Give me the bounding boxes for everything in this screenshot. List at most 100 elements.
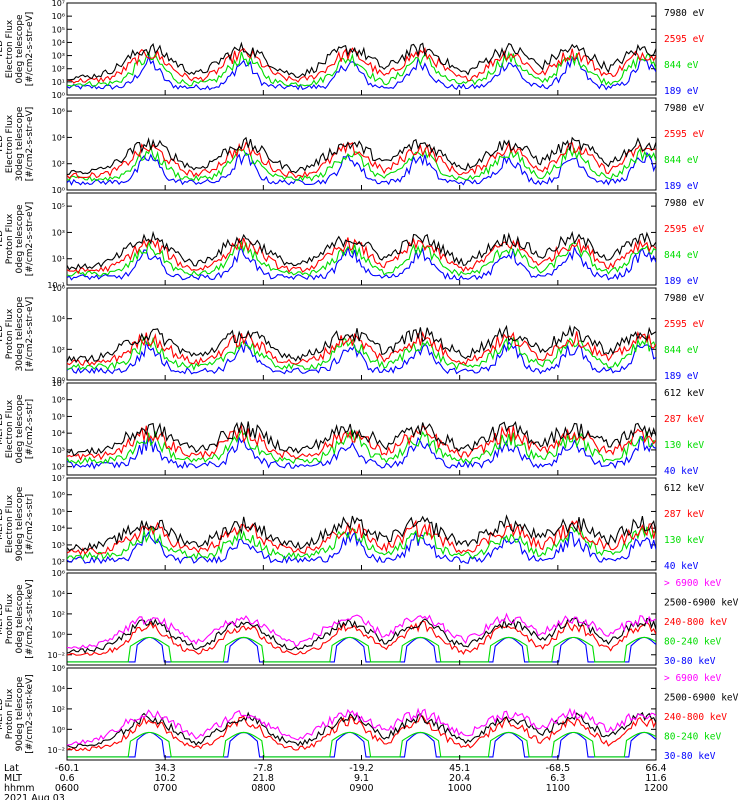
legend-entry: 287 keV <box>664 509 704 520</box>
y-tick-label: 10⁶ <box>52 491 65 500</box>
y-tick-label: 10² <box>52 160 65 169</box>
legend-entry: 7980 eV <box>664 8 704 19</box>
panel-3: 10⁻¹ 10¹ 10³ 10⁵ TEDProton Flux0deg telescop… <box>0 192 704 290</box>
x-tick-label-lat: 45.1 <box>449 763 470 774</box>
legend-entry: 7980 eV <box>664 103 704 114</box>
series-line-2500-6900-kev <box>67 711 656 749</box>
x-tick-label-hhmm: 1000 <box>448 783 472 794</box>
panel-5: 10² 10³ 10⁴ 10⁵ 10⁶ 10⁷ MEPEDElectron Flux0deg… <box>0 379 704 477</box>
y-tick-label: 10⁻² <box>47 746 65 755</box>
series-line-189-ev <box>67 151 656 186</box>
series-line--6900-kev <box>67 707 656 746</box>
y-axis-label: MEPEDProton Flux0deg telescope[#/cm2-s-s… <box>0 579 35 658</box>
panel-frame <box>66 2 657 96</box>
x-tick-label-lat: -68.5 <box>546 763 571 774</box>
y-tick-label: 10⁷ <box>52 379 65 388</box>
series-group <box>67 612 656 663</box>
y-tick-label: 10⁻¹ <box>47 281 65 290</box>
y-tick-label: 10⁵ <box>52 412 65 421</box>
y-tick-label: 10⁷ <box>52 474 65 483</box>
panel-1: 10⁰ 10¹ 10² 10³ 10⁴ 10⁵ 10⁶ 10⁷ TEDElectron Flux… <box>0 0 704 100</box>
x-tick-label-lat: -7.8 <box>254 763 273 774</box>
x-tick-label-mlt: 20.4 <box>449 773 470 784</box>
x-tick-label-mlt: 11.6 <box>645 773 666 784</box>
legend-entry: 844 eV <box>664 60 699 71</box>
y-tick-label: 10⁰ <box>52 630 65 639</box>
y-axis-label: TEDProton Flux30deg telescope[#/cm2-s-st… <box>0 296 35 371</box>
legend-entry: 189 eV <box>664 371 699 382</box>
x-tick-label-lat: -60.1 <box>55 763 80 774</box>
legend-entry: 2595 eV <box>664 129 704 140</box>
series-line-287-kev <box>67 424 656 461</box>
y-axis-label: TEDElectron Flux0deg telescope[#/cm2-s-s… <box>0 12 35 87</box>
series-group <box>67 324 656 375</box>
legend-entry: 7980 eV <box>664 198 704 209</box>
series-line-7980-ev <box>67 324 656 364</box>
series-line-844-ev <box>67 144 656 182</box>
y-axis-label: TEDProton Flux0deg telescope[#/cm2-s-str… <box>0 202 35 277</box>
legend-entry: 80-240 keV <box>664 732 721 743</box>
series-line-7980-ev <box>67 41 656 81</box>
series-line-612-kev <box>67 514 656 552</box>
legend-entry: 130 keV <box>664 535 704 546</box>
x-tick-label-mlt: 9.1 <box>354 773 369 784</box>
x-tick-label-mlt: 6.3 <box>550 773 565 784</box>
panel-6: 10² 10³ 10⁴ 10⁵ 10⁶ 10⁷ MEPEDElectron Flux90de… <box>0 474 704 572</box>
series-line-189-ev <box>67 54 656 91</box>
panel-8: 10⁻² 10⁰ 10² 10⁴ 10⁶ MEPEDProton Flux90deg te… <box>0 664 739 762</box>
y-tick-label: 10⁷ <box>52 0 65 8</box>
y-tick-label: 10⁴ <box>52 524 65 533</box>
y-tick-label: 10⁰ <box>52 725 65 734</box>
legend-entry: 240-800 keV <box>664 712 727 723</box>
y-tick-label: 10⁻² <box>47 651 65 660</box>
y-tick-label: 10⁵ <box>52 202 65 211</box>
series-line-40-kev <box>67 531 656 565</box>
y-tick-label: 10⁶ <box>52 12 65 21</box>
series-line-80-240-kev <box>67 731 656 758</box>
y-axis-label: TEDElectron Flux30deg telescope[#/cm2-s-… <box>0 106 35 181</box>
series-line-80-240-kev <box>67 636 656 663</box>
x-tick-label-hhmm: 1100 <box>546 783 570 794</box>
series-group <box>67 41 656 91</box>
x-tick-label-hhmm: 0600 <box>55 783 79 794</box>
legend-entry: 2500-6900 keV <box>664 598 739 609</box>
series-group <box>67 514 656 565</box>
legend-entry: 30-80 keV <box>664 751 716 762</box>
x-tick-label-mlt: 0.6 <box>59 773 74 784</box>
series-line-844-ev <box>67 239 656 277</box>
series-line--6900-kev <box>67 612 656 649</box>
y-tick-label: 10⁴ <box>52 315 65 324</box>
series-line-844-ev <box>67 50 656 87</box>
series-group <box>67 136 656 186</box>
series-line-2595-ev <box>67 330 656 367</box>
x-row-label: Lat <box>4 763 19 774</box>
y-axis-label: MEPEDElectron Flux90deg telescope[#/cm2-… <box>0 486 35 561</box>
x-tick-label-lat: 66.4 <box>645 763 666 774</box>
series-line-7980-ev <box>67 136 656 176</box>
legend-entry: 2500-6900 keV <box>664 693 739 704</box>
legend-entry: 2595 eV <box>664 224 704 235</box>
x-tick-label-hhmm: 0800 <box>251 783 275 794</box>
legend-entry: 2595 eV <box>664 319 704 330</box>
legend-entry: 844 eV <box>664 345 699 356</box>
legend-entry: 612 keV <box>664 388 704 399</box>
x-row-label: MLT <box>4 773 22 784</box>
legend-entry: > 6900 keV <box>664 578 721 589</box>
y-tick-label: 10¹ <box>52 255 65 264</box>
series-line-2500-6900-kev <box>67 617 656 654</box>
y-axis-label: MEPEDProton Flux90deg telescope[#/cm2-s-… <box>0 674 35 753</box>
panel-2: 10⁰ 10² 10⁴ 10⁶ TEDElectron Flux30deg telesc… <box>0 97 704 195</box>
legend-entry: 130 keV <box>664 440 704 451</box>
legend-entry: 189 eV <box>664 181 699 192</box>
legend-entry: 287 keV <box>664 414 704 425</box>
series-group <box>67 421 656 470</box>
legend-entry: 30-80 keV <box>664 656 716 667</box>
y-tick-label: 10⁰ <box>52 186 65 195</box>
legend-entry: 189 eV <box>664 276 699 287</box>
legend-entry: 80-240 keV <box>664 637 721 648</box>
y-tick-label: 10⁵ <box>52 507 65 516</box>
panel-4: 10⁰ 10² 10⁴ 10⁶ TEDProton Flux30deg telescop… <box>0 284 704 385</box>
series-line-130-kev <box>67 429 656 465</box>
